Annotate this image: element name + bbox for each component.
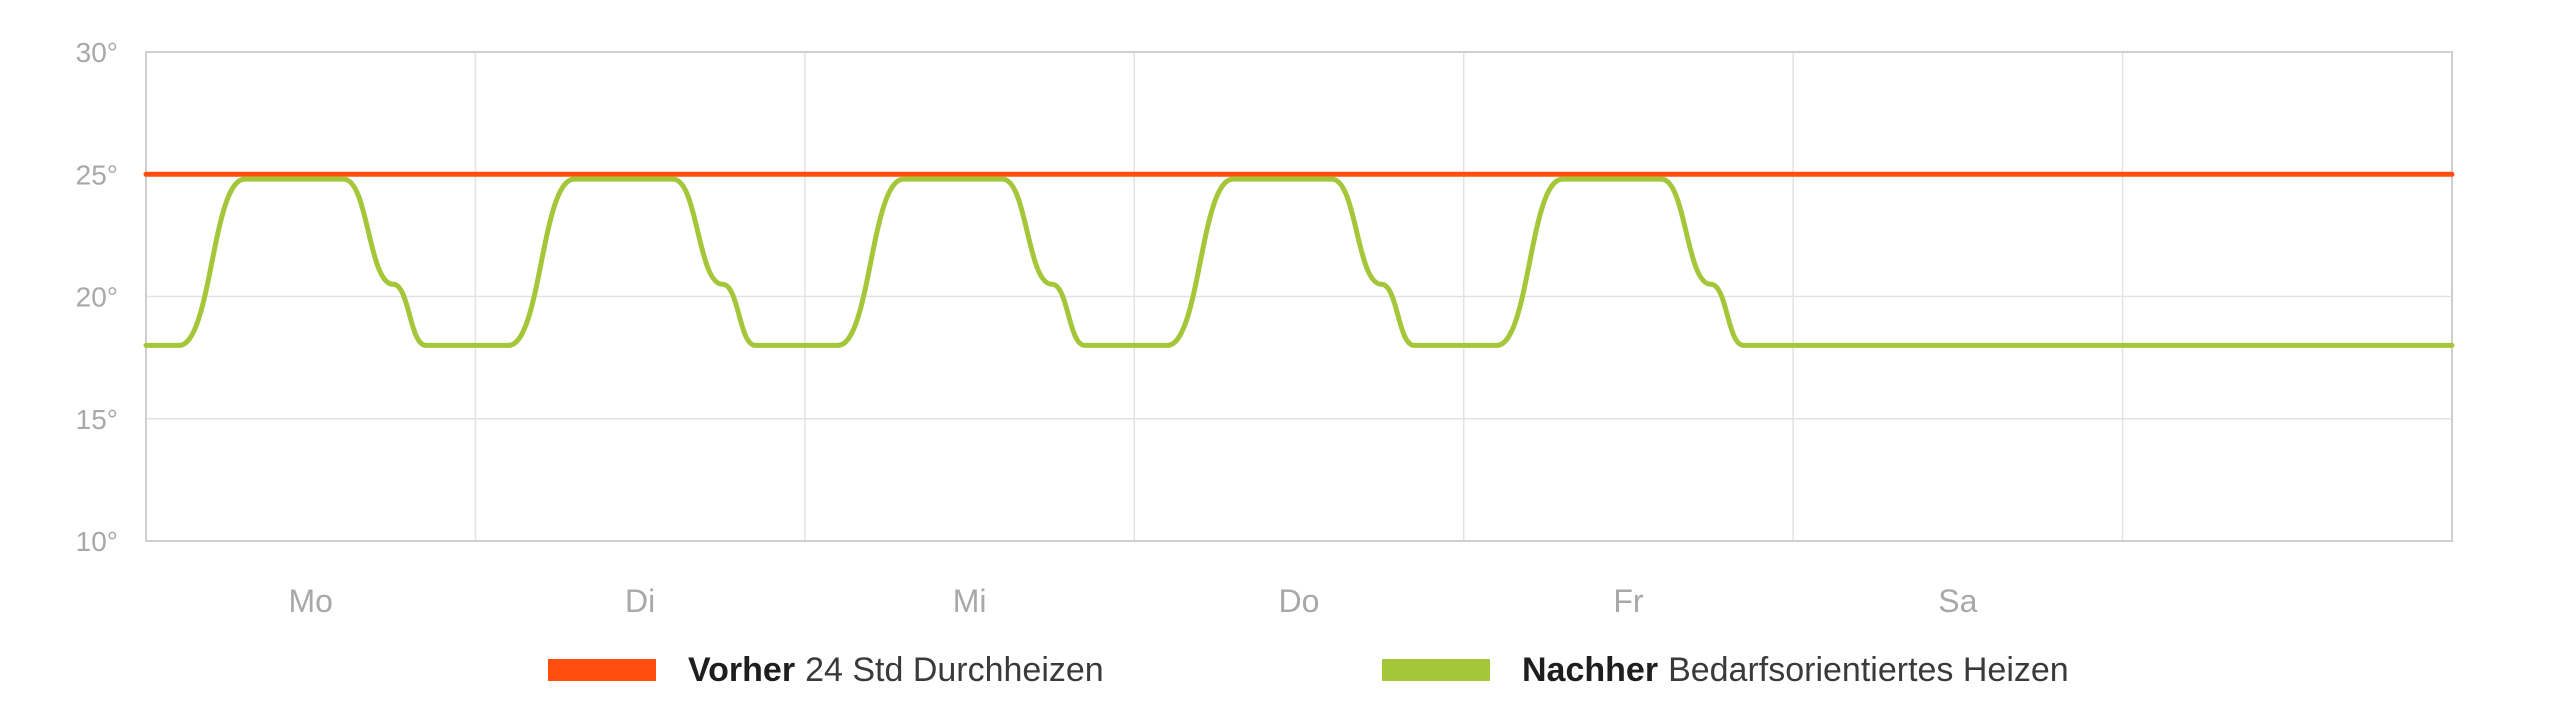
- x-tick-label: Sa: [1938, 583, 1977, 619]
- legend-label-before-rest: 24 Std Durchheizen: [805, 650, 1104, 689]
- legend-label-after-rest: Bedarfsorientiertes Heizen: [1668, 650, 2069, 689]
- y-axis-ticks: 30° 25° 20° 15° 10°: [76, 37, 118, 557]
- series-lines: [143, 171, 2455, 348]
- y-tick-label: 30°: [76, 37, 118, 68]
- x-tick-label: Do: [1279, 583, 1320, 619]
- legend-label-before-bold: Vorher: [688, 650, 796, 689]
- y-tick-label: 10°: [76, 526, 118, 557]
- legend-swatch-before: [548, 659, 656, 681]
- x-tick-label: Mi: [953, 583, 987, 619]
- plot-frame: [145, 51, 2453, 542]
- y-tick-label: 20°: [76, 282, 118, 313]
- x-tick-label: Di: [625, 583, 655, 619]
- legend-item-after: Nachher Bedarfsorientiertes Heizen: [1382, 645, 2069, 695]
- series-line-after: [143, 176, 2455, 348]
- legend-swatch-after: [1382, 659, 1490, 681]
- grid-lines: [146, 52, 2452, 541]
- legend-item-before: Vorher 24 Std Durchheizen: [548, 645, 1104, 695]
- x-tick-label: Fr: [1613, 583, 1644, 619]
- y-tick-label: 25°: [76, 159, 118, 190]
- plot-border: [145, 51, 2453, 542]
- x-tick-label: Mo: [288, 583, 332, 619]
- x-axis-day-labels: Mo Di Mi Do Fr Sa: [288, 583, 1977, 619]
- legend-label-after-bold: Nachher: [1522, 650, 1659, 689]
- y-tick-label: 15°: [76, 404, 118, 435]
